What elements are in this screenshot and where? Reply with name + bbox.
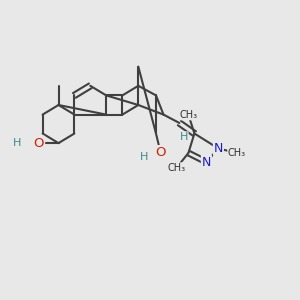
Text: H: H (179, 132, 188, 142)
Text: O: O (155, 146, 166, 159)
Text: N: N (214, 142, 223, 155)
Text: H: H (140, 152, 148, 163)
Text: N: N (202, 155, 211, 169)
Text: CH₃: CH₃ (228, 148, 246, 158)
Text: CH₃: CH₃ (167, 163, 185, 173)
Text: H: H (13, 138, 21, 148)
Text: CH₃: CH₃ (179, 110, 197, 120)
Text: O: O (34, 136, 44, 150)
